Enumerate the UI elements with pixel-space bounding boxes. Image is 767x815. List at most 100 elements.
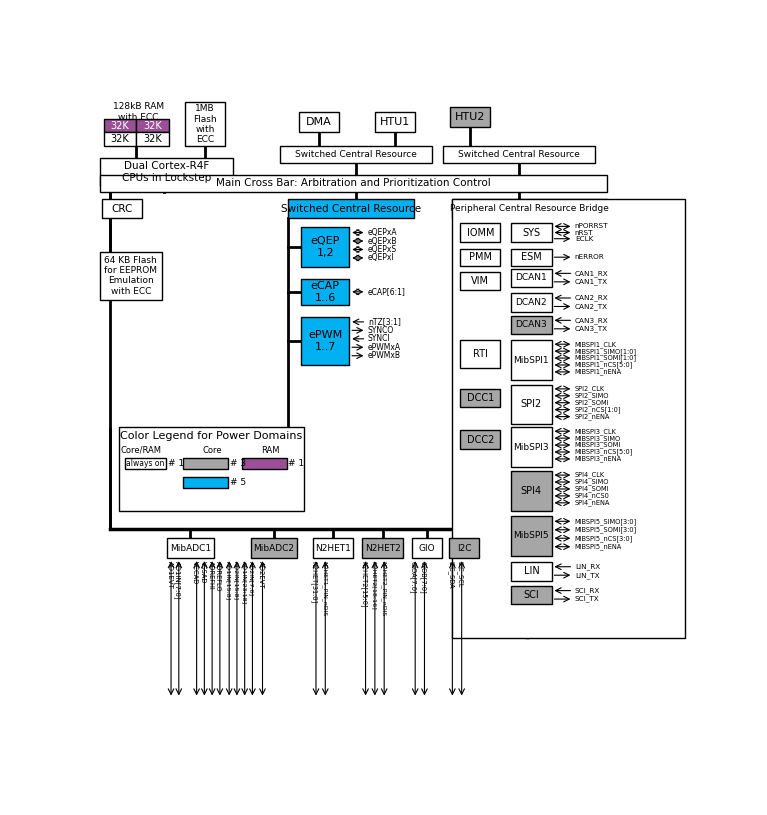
Bar [375, 112, 415, 132]
Text: N2HET1: N2HET1 [315, 544, 351, 553]
Text: MIBSPI1_SOMI[1:0]: MIBSPI1_SOMI[1:0] [574, 355, 637, 361]
Bar [512, 385, 551, 424]
Bar [512, 223, 551, 242]
Text: N2HET1_PIN_nDIS: N2HET1_PIN_nDIS [321, 561, 327, 616]
Text: CAN3_RX: CAN3_RX [574, 317, 608, 324]
Bar [137, 133, 169, 146]
Bar [301, 317, 349, 365]
Text: # 5: # 5 [230, 478, 246, 487]
Bar [512, 293, 551, 312]
Text: 32K: 32K [110, 121, 130, 131]
Text: N2HET[31:0]: N2HET[31:0] [311, 561, 318, 603]
Text: Main Cross Bar: Arbitration and Prioritization Control: Main Cross Bar: Arbitration and Prioriti… [216, 178, 491, 188]
Text: AD2EVT: AD2EVT [258, 561, 264, 588]
Text: 1MB
Flash
with
ECC: 1MB Flash with ECC [193, 104, 217, 144]
Bar [453, 200, 685, 638]
Text: eQEP
1,2: eQEP 1,2 [311, 236, 340, 258]
Text: SYNCI: SYNCI [368, 334, 390, 343]
Bar [104, 133, 137, 146]
Text: SCI: SCI [524, 590, 539, 600]
Text: # 1: # 1 [288, 459, 304, 468]
Bar [301, 279, 349, 305]
Text: SCI_TX: SCI_TX [574, 596, 600, 602]
Bar [443, 147, 595, 163]
Bar [460, 430, 500, 449]
Text: SYNCO: SYNCO [368, 326, 394, 335]
Bar [512, 586, 551, 605]
Text: Color Legend for Power Domains: Color Legend for Power Domains [120, 431, 302, 441]
Text: nERROR: nERROR [574, 254, 604, 260]
Text: CAN1_RX: CAN1_RX [574, 270, 608, 277]
Text: DCAN1: DCAN1 [515, 274, 548, 283]
Text: ESM: ESM [521, 252, 542, 262]
Text: DCAN2: DCAN2 [515, 298, 547, 307]
Bar [512, 562, 551, 580]
Bar [299, 112, 339, 132]
Text: MIBSPI1_SIMO[1:0]: MIBSPI1_SIMO[1:0] [574, 348, 637, 355]
Bar [450, 107, 490, 127]
Text: SCI_RX: SCI_RX [574, 588, 601, 594]
Bar [104, 119, 137, 133]
Bar [167, 538, 214, 558]
Text: VIM: VIM [471, 276, 489, 286]
Text: SPI2_CLK: SPI2_CLK [574, 385, 605, 392]
Text: IOMM: IOMM [466, 227, 494, 237]
Text: SPI4_SOMI: SPI4_SOMI [574, 486, 609, 492]
Text: RTI: RTI [472, 349, 488, 359]
Text: HTU2: HTU2 [455, 112, 486, 122]
Text: GIO: GIO [419, 544, 435, 553]
Text: MIBSPI5_nENA: MIBSPI5_nENA [574, 544, 622, 550]
Bar [183, 478, 228, 488]
Text: 32K: 32K [143, 121, 162, 131]
Text: MIBSPI5_nCS[3:0]: MIBSPI5_nCS[3:0] [574, 535, 634, 542]
Text: 32K: 32K [143, 134, 162, 144]
Text: AD2IN[15:8]: AD2IN[15:8] [233, 561, 239, 600]
Bar [313, 538, 353, 558]
Text: ePWM
1..7: ePWM 1..7 [308, 330, 342, 352]
Bar [119, 427, 304, 510]
Text: CAN2_RX: CAN2_RX [574, 295, 608, 302]
Text: eQEPxA: eQEPxA [368, 228, 397, 237]
Text: nTZ[3:1]: nTZ[3:1] [368, 317, 401, 326]
Text: MIBSPI3_nCS[5:0]: MIBSPI3_nCS[5:0] [574, 448, 634, 456]
Text: MIBSPI3_CLK: MIBSPI3_CLK [574, 428, 617, 434]
Bar [363, 538, 403, 558]
Bar [460, 341, 500, 368]
Bar [460, 272, 500, 290]
Bar [102, 200, 143, 218]
Text: CRC: CRC [111, 204, 133, 214]
Bar [100, 252, 162, 300]
Text: MibADC1: MibADC1 [170, 544, 211, 553]
Bar [453, 200, 607, 218]
Text: 128kB RAM
with ECC: 128kB RAM with ECC [113, 103, 164, 121]
Text: AD1IN[7:0]: AD1IN[7:0] [173, 561, 180, 599]
Bar [251, 538, 298, 558]
Bar [460, 389, 500, 408]
Text: DCC1: DCC1 [466, 393, 494, 403]
Text: ECLK: ECLK [574, 236, 593, 242]
Text: SPI2: SPI2 [521, 399, 542, 409]
Text: ePWMxB: ePWMxB [368, 351, 401, 360]
Text: eCAP
1..6: eCAP 1..6 [311, 281, 340, 302]
Text: GIOA[7:0]: GIOA[7:0] [410, 561, 416, 593]
Text: MIBSPI1_CLK: MIBSPI1_CLK [574, 341, 617, 347]
Text: eQEPxB: eQEPxB [368, 236, 397, 245]
Text: Dual Cortex-R4F
CPUs in Lockstep: Dual Cortex-R4F CPUs in Lockstep [122, 161, 211, 183]
Bar [512, 341, 551, 381]
Text: nPORRST: nPORRST [574, 223, 608, 229]
Bar [288, 200, 413, 218]
Bar [137, 119, 169, 133]
Text: I2C_SCL: I2C_SCL [456, 561, 463, 587]
Text: CAN3_TX: CAN3_TX [574, 325, 608, 333]
Text: ADREFLO: ADREFLO [216, 561, 222, 591]
Bar [460, 249, 500, 266]
Text: Core/RAM: Core/RAM [120, 446, 161, 455]
Text: AD1IN[15:8]: AD1IN[15:8] [225, 561, 231, 600]
Text: MibSPI1: MibSPI1 [514, 356, 549, 365]
Text: DCAN3: DCAN3 [515, 320, 548, 329]
Text: Core: Core [202, 446, 222, 455]
Text: VSSAD: VSSAD [200, 561, 206, 583]
Text: ePWMxA: ePWMxA [368, 343, 401, 352]
Text: VCCAD: VCCAD [193, 561, 198, 584]
Text: MIBSPI3_SOMI: MIBSPI3_SOMI [574, 442, 621, 448]
